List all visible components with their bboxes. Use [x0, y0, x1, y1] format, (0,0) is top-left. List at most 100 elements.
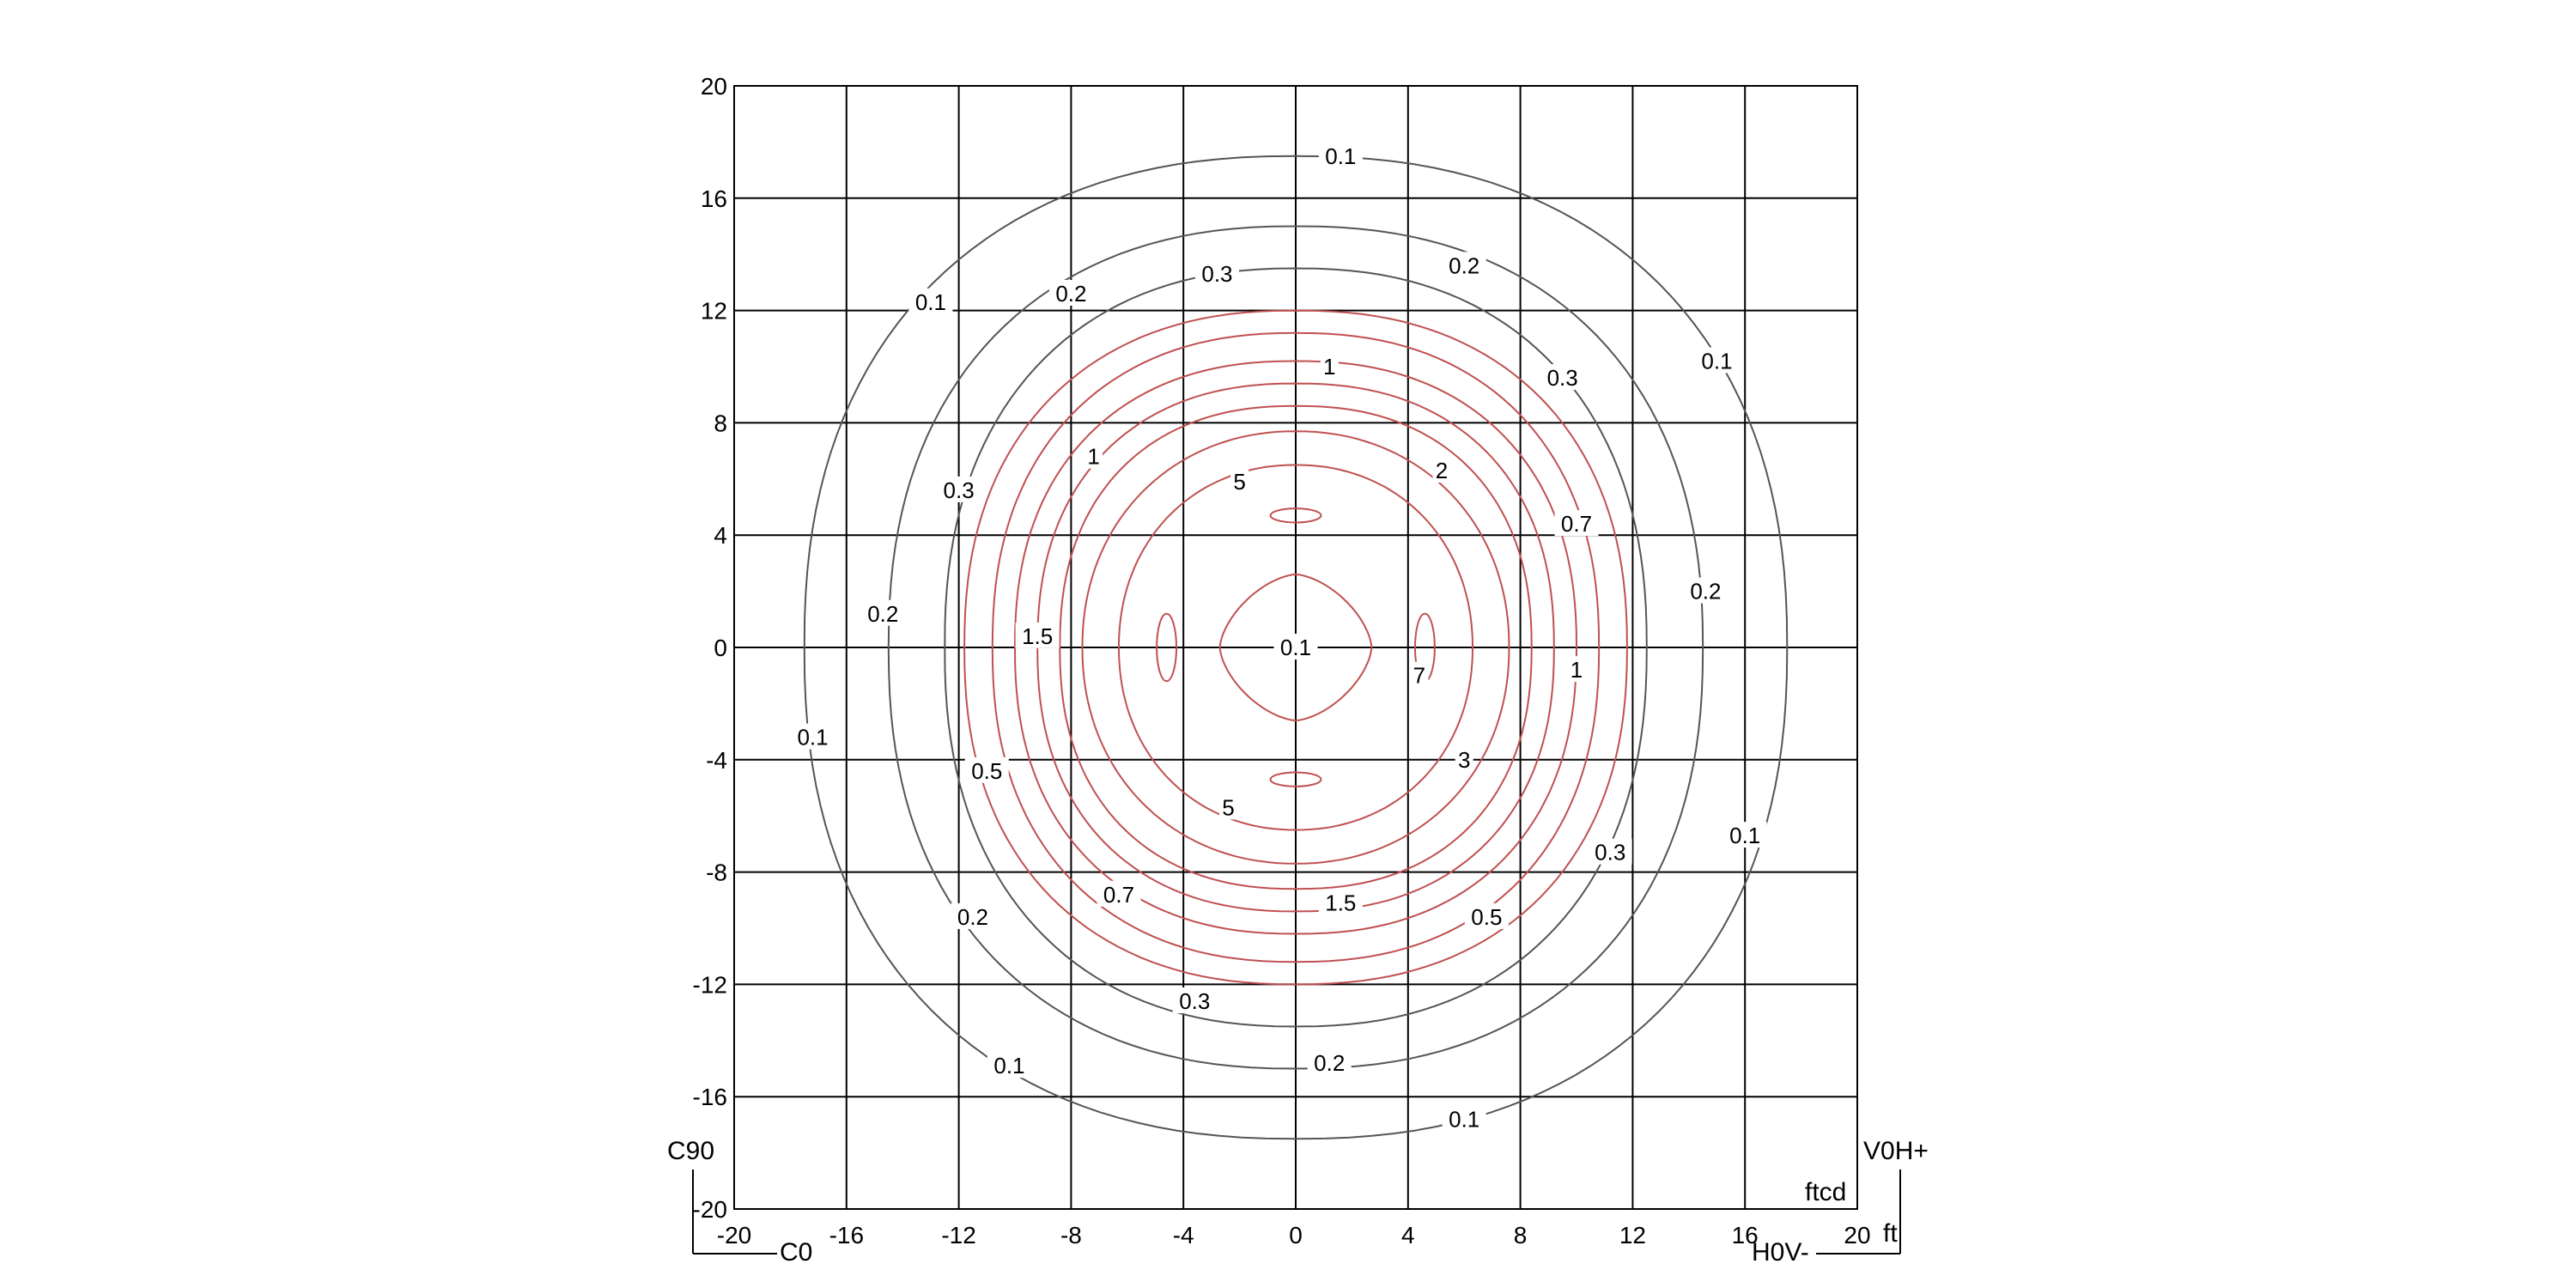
contour-line-0_7 [991, 331, 1601, 963]
contour-label-bg [1432, 456, 1451, 483]
contour-label: 0.1 [1701, 348, 1732, 374]
unit-ftcd-label: ftcd [1805, 1178, 1846, 1206]
x-tick-label: -8 [1060, 1222, 1082, 1249]
y-tick-label: 0 [714, 635, 727, 661]
contour-label-bg [1084, 442, 1103, 469]
contour-lines [803, 155, 1789, 1140]
y-tick-label: 16 [701, 185, 727, 212]
y-tick-label: -20 [693, 1196, 727, 1223]
contour-label-bg [1194, 260, 1239, 287]
contour-label-bg [1554, 510, 1599, 537]
x-tick-label: -4 [1173, 1222, 1194, 1249]
contour-label: 2 [1436, 458, 1448, 483]
contour-label: 0.3 [944, 477, 975, 503]
x-tick-label: -12 [941, 1222, 975, 1249]
contour-label: 0.5 [1471, 904, 1502, 930]
contour-label-bg [1318, 142, 1363, 168]
contour-label: 0.1 [1280, 635, 1311, 660]
contour-line-3 [1081, 430, 1510, 865]
contour-line-2 [1059, 404, 1533, 890]
contour-label: 0.2 [867, 601, 898, 627]
contour-label-bg [1172, 987, 1217, 1014]
contour-label-bg [1464, 902, 1509, 929]
contour-label: 5 [1222, 794, 1234, 820]
contour-line-5 [1117, 464, 1474, 831]
contour-label-bg [1410, 661, 1429, 688]
contour-label: 0.3 [1179, 988, 1210, 1014]
contour-label-bg [951, 902, 995, 929]
contour-label: 0.1 [915, 289, 946, 315]
contour-label-bg [1722, 822, 1767, 848]
contour-label-bg [1695, 347, 1739, 374]
v0h-plus-label: V0H+ [1863, 1137, 1929, 1165]
contour-label: 0.1 [1449, 1106, 1479, 1132]
contour-label-bg [791, 723, 835, 750]
axis-ticks: -20 -16 -12 -8 -4 0 4 8 12 16 20201612840-4-8-12-1… [693, 73, 1871, 1249]
x-tick-label: 12 [1619, 1222, 1646, 1249]
contour-label-bg [1683, 577, 1728, 604]
x-tick-label: 16 [1732, 1222, 1759, 1249]
x-tick-label: 8 [1514, 1222, 1528, 1249]
contour-label-bg [860, 599, 905, 626]
contour-label-bg [1219, 793, 1238, 820]
y-tick-label: 8 [714, 410, 727, 436]
y-tick-label: 20 [701, 73, 727, 100]
y-tick-label: 4 [714, 522, 727, 549]
y-tick-label: -4 [706, 747, 727, 774]
contour-label: 0.2 [1449, 252, 1479, 278]
x-tick-label: -16 [829, 1222, 864, 1249]
contour-label-bg [1097, 880, 1141, 907]
contour-label: 7 [1413, 663, 1425, 689]
contour-label-bg [1307, 1048, 1352, 1075]
contour-label-bg [1273, 634, 1318, 659]
contour-label: 0.2 [1314, 1050, 1345, 1076]
h0v-minus-label: H0V- [1752, 1238, 1809, 1267]
x-tick-label: 0 [1289, 1222, 1303, 1249]
contour-line-0_2 [887, 225, 1704, 1070]
contour-local-peak [1156, 612, 1178, 683]
contour-label-bg [1048, 279, 1093, 306]
y-tick-label: -8 [706, 860, 727, 886]
contour-label-bg [1230, 468, 1249, 495]
contour-label: 5 [1233, 469, 1245, 495]
contour-label-bg [908, 288, 953, 314]
contour-line-1 [1013, 360, 1578, 935]
contour-label-bg [964, 756, 1009, 783]
contour-label-bg [1540, 364, 1585, 391]
unit-ft-label: ft [1883, 1219, 1898, 1248]
contour-line-0_5 [963, 309, 1628, 986]
contour-labels: 0.1 0.1 0.1 0.1 0.1 0.1 0.1 0.2 0.2 0.2 0.2 0.2 0.2 0… [791, 142, 1767, 1132]
y-tick-label: -12 [693, 971, 727, 998]
contour-label-bg [1015, 622, 1060, 648]
contour-label-bg [1567, 656, 1586, 683]
corner-legend: C90 C0 V0H+ H0V- ftcd ft [667, 1137, 1929, 1267]
contour-label: 0.1 [1729, 823, 1760, 848]
contour-label-bg [1442, 252, 1486, 278]
contour-label: 0.2 [1055, 281, 1086, 307]
contour-label-bg [1455, 745, 1473, 772]
contour-label-bg [1318, 889, 1363, 915]
x-tick-label: 4 [1401, 1222, 1415, 1249]
contour-label: 0.7 [1561, 511, 1592, 537]
contour-line-0_3 [944, 267, 1648, 1028]
contour-label: 3 [1458, 747, 1470, 773]
contour-local-peak [1269, 507, 1322, 524]
contour-label: 1 [1571, 657, 1583, 683]
x-tick-label: 20 [1844, 1222, 1870, 1249]
contour-label: 1.5 [1022, 623, 1053, 649]
contour-label: 0.2 [1690, 579, 1721, 605]
contour-label-bg [1588, 838, 1632, 865]
x-tick-label: -20 [717, 1222, 751, 1249]
contour-local-peak [1269, 771, 1322, 787]
contour-line-7 [1218, 573, 1373, 722]
contour-label-bg [987, 1052, 1031, 1078]
y-tick-label: 12 [701, 298, 727, 325]
contour-label: 0.1 [1325, 143, 1356, 169]
contour-line-0_1 [803, 155, 1789, 1140]
contour-label: 1 [1087, 444, 1099, 470]
contour-label-bg [1320, 353, 1339, 379]
contour-label: 0.2 [957, 904, 988, 930]
contour-label: 0.5 [971, 758, 1002, 784]
contour-label: 0.3 [1201, 261, 1232, 287]
contour-label: 1 [1323, 354, 1335, 380]
